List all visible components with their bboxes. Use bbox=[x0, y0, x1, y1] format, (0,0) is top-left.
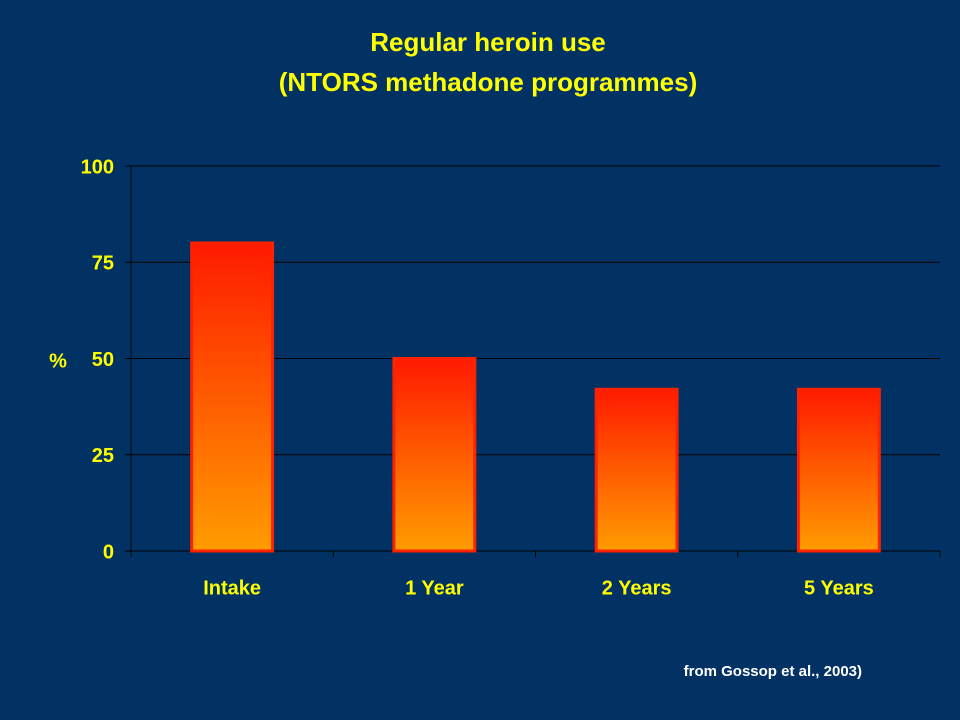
y-tick-label: 50 bbox=[92, 349, 114, 371]
bar bbox=[392, 357, 477, 553]
chart-subtitle: (NTORS methadone programmes) bbox=[279, 67, 697, 97]
y-tick-label: 75 bbox=[92, 253, 114, 275]
y-tick-label: 100 bbox=[81, 156, 114, 178]
x-tick-label: 2 Years bbox=[602, 577, 672, 599]
bar bbox=[190, 241, 275, 553]
bar bbox=[594, 387, 679, 553]
x-tick-label: 5 Years bbox=[804, 577, 874, 599]
y-tick-label: 0 bbox=[103, 541, 114, 563]
x-tick-label: Intake bbox=[203, 577, 261, 599]
source-note: from Gossop et al., 2003) bbox=[684, 663, 862, 680]
bar bbox=[796, 387, 881, 553]
y-axis-label: % bbox=[49, 350, 67, 372]
chart-title: Regular heroin use bbox=[370, 27, 606, 57]
x-tick-label: 1 Year bbox=[405, 577, 464, 599]
y-tick-label: 25 bbox=[92, 445, 114, 467]
